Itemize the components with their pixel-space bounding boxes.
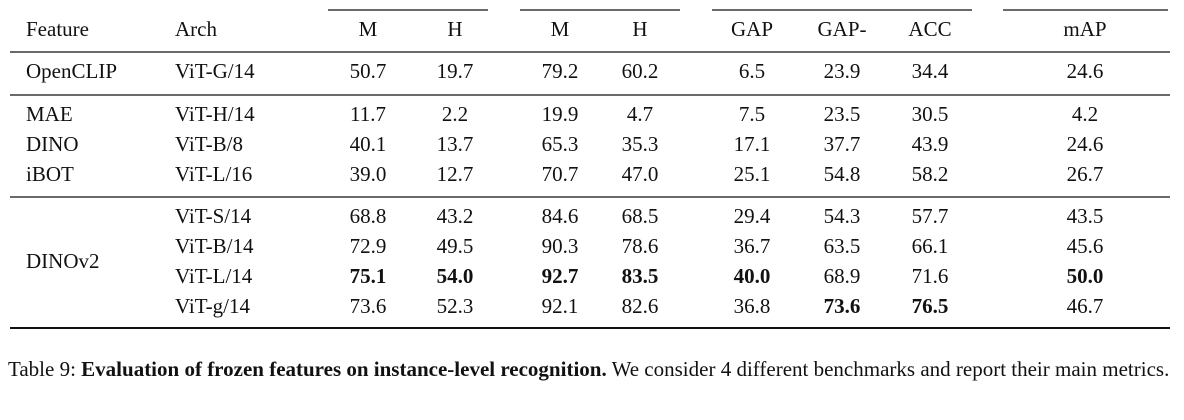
value-cell: 63.5 (824, 234, 861, 258)
header-cell: H (632, 17, 647, 41)
value-cell: 12.7 (437, 162, 474, 186)
table: Feature Arch M H M H GAP GAP- ACC mAP OpenCLIP ViT-… (10, 9, 1170, 329)
value-cell: 19.7 (437, 59, 474, 83)
value-cell: 68.5 (622, 204, 659, 228)
value-cell: 92.7 (542, 264, 579, 288)
value-cell: 23.9 (824, 59, 861, 83)
value-cell: 7.5 (739, 102, 765, 126)
arch-cell: ViT-B/14 (175, 234, 254, 258)
value-cell: 65.3 (542, 132, 579, 156)
value-cell: 43.5 (1067, 204, 1104, 228)
header-cell: GAP (731, 17, 773, 41)
value-cell: 19.9 (542, 102, 579, 126)
value-cell: 13.7 (437, 132, 474, 156)
feature-cell: DINO (26, 132, 79, 156)
value-cell: 57.7 (912, 204, 949, 228)
header-cell: Arch (175, 17, 217, 41)
value-cell: 78.6 (622, 234, 659, 258)
value-cell: 79.2 (542, 59, 579, 83)
value-cell: 4.2 (1072, 102, 1098, 126)
value-cell: 82.6 (622, 294, 659, 318)
header-cell: M (551, 17, 570, 41)
feature-cell: MAE (26, 102, 73, 126)
value-cell: 50.0 (1067, 264, 1104, 288)
feature-cell: DINOv2 (26, 249, 100, 273)
value-cell: 36.8 (734, 294, 771, 318)
value-cell: 24.6 (1067, 59, 1104, 83)
value-cell: 52.3 (437, 294, 474, 318)
value-cell: 2.2 (442, 102, 468, 126)
header-cell: GAP- (817, 17, 866, 41)
value-cell: 30.5 (912, 102, 949, 126)
feature-cell: OpenCLIP (26, 59, 117, 83)
caption-label: Table 9: (8, 357, 76, 381)
value-cell: 25.1 (734, 162, 771, 186)
value-cell: 90.3 (542, 234, 579, 258)
header-cell: Feature (26, 17, 89, 41)
value-cell: 84.6 (542, 204, 579, 228)
value-cell: 45.6 (1067, 234, 1104, 258)
arch-cell: ViT-H/14 (175, 102, 255, 126)
value-cell: 54.0 (437, 264, 474, 288)
value-cell: 43.2 (437, 204, 474, 228)
value-cell: 36.7 (734, 234, 771, 258)
header-cell: M (359, 17, 378, 41)
value-cell: 83.5 (622, 264, 659, 288)
caption-text: We consider 4 different benchmarks and r… (611, 357, 1170, 381)
value-cell: 73.6 (350, 294, 387, 318)
value-cell: 92.1 (542, 294, 579, 318)
header-cell: H (447, 17, 462, 41)
rules (10, 9, 1170, 329)
value-cell: 17.1 (734, 132, 771, 156)
value-cell: 43.9 (912, 132, 949, 156)
value-cell: 35.3 (622, 132, 659, 156)
caption: Table 9: Evaluation of frozen features o… (8, 354, 1176, 384)
value-cell: 70.7 (542, 162, 579, 186)
header-cell: mAP (1063, 17, 1106, 41)
value-cell: 26.7 (1067, 162, 1104, 186)
value-cell: 46.7 (1067, 294, 1104, 318)
arch-cell: ViT-B/8 (175, 132, 243, 156)
value-cell: 75.1 (350, 264, 387, 288)
value-cell: 29.4 (734, 204, 771, 228)
arch-cell: ViT-L/16 (175, 162, 252, 186)
value-cell: 60.2 (622, 59, 659, 83)
arch-cell: ViT-G/14 (175, 59, 255, 83)
value-cell: 68.8 (350, 204, 387, 228)
value-cell: 23.5 (824, 102, 861, 126)
caption-title: Evaluation of frozen features on instanc… (81, 357, 607, 381)
value-cell: 39.0 (350, 162, 387, 186)
feature-cell: iBOT (26, 162, 74, 186)
value-cell: 72.9 (350, 234, 387, 258)
value-cell: 24.6 (1067, 132, 1104, 156)
value-cell: 47.0 (622, 162, 659, 186)
value-cell: 54.8 (824, 162, 861, 186)
value-cell: 11.7 (350, 102, 386, 126)
header-cell: ACC (908, 17, 951, 41)
value-cell: 54.3 (824, 204, 861, 228)
value-cell: 68.9 (824, 264, 861, 288)
value-cell: 40.0 (734, 264, 771, 288)
arch-cell: ViT-g/14 (175, 294, 250, 318)
value-cell: 37.7 (824, 132, 861, 156)
value-cell: 50.7 (350, 59, 387, 83)
arch-cell: ViT-L/14 (175, 264, 253, 288)
value-cell: 4.7 (627, 102, 653, 126)
value-cell: 6.5 (739, 59, 765, 83)
value-cell: 49.5 (437, 234, 474, 258)
value-cell: 76.5 (912, 294, 949, 318)
value-cell: 73.6 (824, 294, 861, 318)
value-cell: 71.6 (912, 264, 949, 288)
value-cell: 40.1 (350, 132, 387, 156)
value-cell: 34.4 (912, 59, 949, 83)
value-cell: 58.2 (912, 162, 949, 186)
arch-cell: ViT-S/14 (175, 204, 252, 228)
value-cell: 66.1 (912, 234, 949, 258)
